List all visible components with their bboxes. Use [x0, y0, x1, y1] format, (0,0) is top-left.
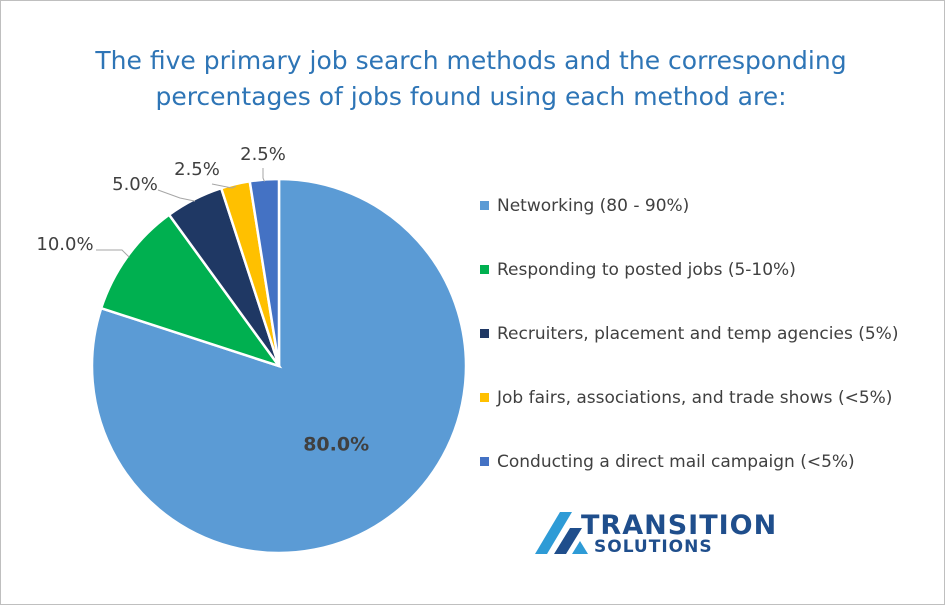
data-label-responding: 10.0%: [36, 234, 93, 255]
chart-title: The five primary job search methods and …: [95, 46, 847, 111]
legend-item-networking: Networking (80 - 90%): [480, 195, 689, 217]
data-labels: 80.0% 10.0% 5.0% 2.5% 2.5%: [36, 144, 369, 456]
legend-label: Networking (80 - 90%): [497, 196, 690, 216]
data-label-direct-mail: 2.5%: [240, 144, 286, 165]
pie-slice-direct-mail: [248, 177, 281, 367]
leader-line-responding: [96, 249, 130, 258]
legend-item-responding: Responding to posted jobs (5-10%): [480, 259, 796, 281]
legend-label: Responding to posted jobs (5-10%): [497, 260, 796, 280]
logo-word-solutions: SOLUTIONS: [594, 537, 713, 557]
mountain-icon: [535, 512, 588, 554]
leader-line-direct-mail: [262, 168, 265, 182]
legend-swatch: [480, 328, 489, 338]
legend-label: Job fairs, associations, and trade shows…: [497, 388, 893, 408]
legend-swatch: [480, 456, 489, 466]
data-label-networking: 80.0%: [303, 434, 369, 456]
legend-label: Recruiters, placement and temp agencies …: [497, 324, 899, 344]
data-label-recruiters: 5.0%: [112, 174, 158, 195]
transition-solutions-logo: TRANSITION SOLUTIONS: [532, 508, 812, 558]
legend-label: Conducting a direct mail campaign (<5%): [497, 452, 855, 472]
data-label-job-fairs: 2.5%: [174, 159, 220, 180]
leader-lines: [96, 168, 265, 258]
legend-item-job-fairs: Job fairs, associations, and trade shows…: [480, 387, 892, 409]
pie-slices: [90, 177, 468, 555]
legend-item-recruiters: Recruiters, placement and temp agencies …: [480, 323, 898, 345]
leader-line-job-fairs: [211, 183, 237, 189]
leader-line-recruiters: [157, 189, 196, 202]
legend-item-direct-mail: Conducting a direct mail campaign (<5%): [480, 451, 855, 473]
logo-word-transition: TRANSITION: [581, 510, 778, 541]
legend-swatch: [480, 392, 489, 402]
legend-swatch: [480, 200, 489, 210]
legend-swatch: [480, 264, 489, 274]
